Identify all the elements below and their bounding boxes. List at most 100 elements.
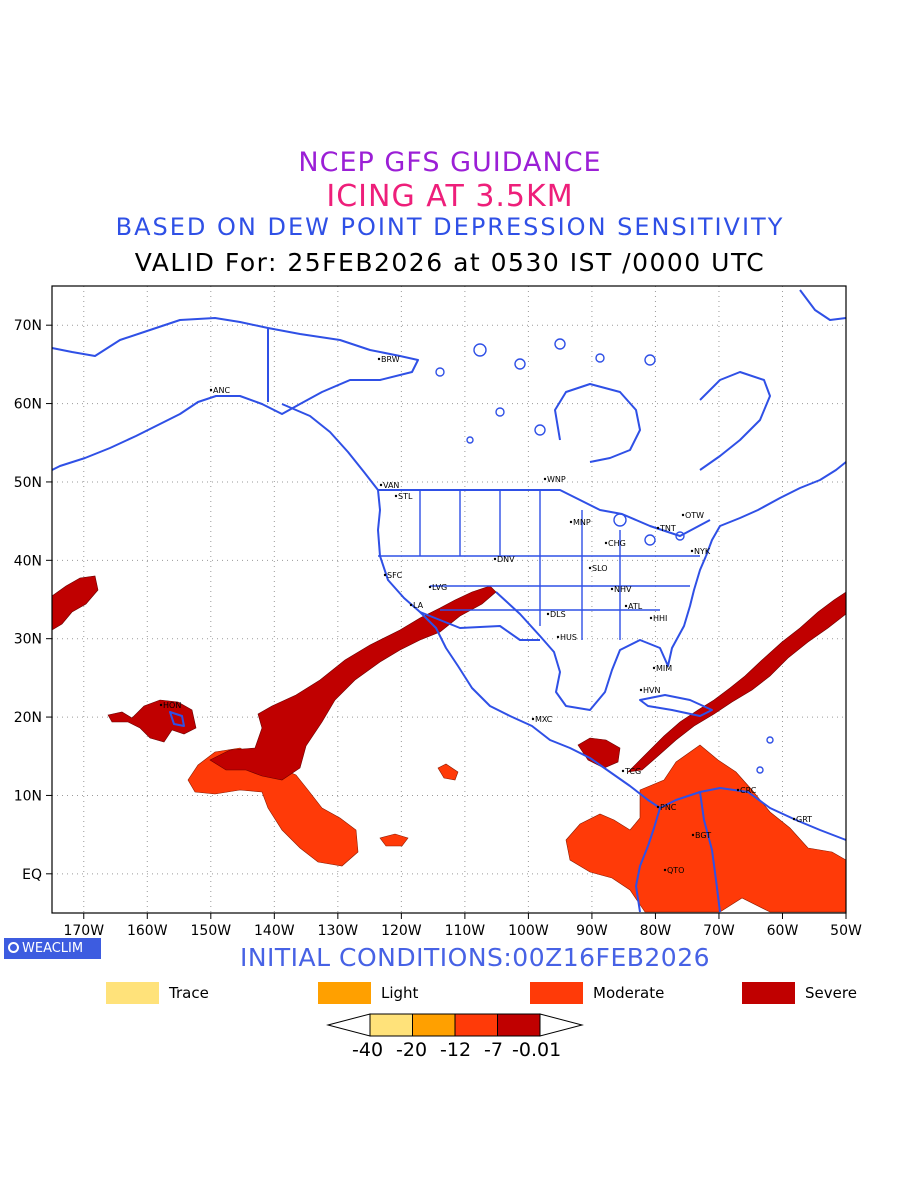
city-label: SLO bbox=[592, 564, 608, 573]
city-label: LA bbox=[413, 601, 424, 610]
x-tick-label: 80W bbox=[640, 923, 672, 939]
x-tick-label: 140W bbox=[254, 923, 295, 939]
badge-label: WEACLIM bbox=[22, 941, 84, 956]
city-marker bbox=[531, 717, 535, 721]
city-marker bbox=[656, 526, 660, 530]
us-pacific-coast bbox=[377, 489, 661, 809]
south-america-coast bbox=[659, 787, 847, 841]
lakes-and-islands bbox=[435, 338, 774, 774]
city-label: HUS bbox=[560, 633, 577, 642]
city-label: TCG bbox=[624, 767, 641, 776]
city-label: CHG bbox=[608, 539, 626, 548]
us-canada-border bbox=[378, 489, 711, 537]
x-tick-label: 130W bbox=[318, 923, 359, 939]
colorbar-box bbox=[497, 1013, 541, 1037]
city-label: DLS bbox=[550, 610, 566, 619]
city-marker bbox=[543, 477, 547, 481]
colorbar-label: -20 bbox=[396, 1039, 428, 1061]
city-label: PNC bbox=[660, 803, 677, 812]
us-east-coast bbox=[705, 461, 847, 557]
city-marker bbox=[624, 604, 628, 608]
icing-layer bbox=[51, 575, 847, 913]
x-axis-ticks: 170W 160W 150W 140W 130W 120W 110W 100W 90W 80W 70… bbox=[63, 913, 862, 939]
labrador-coast bbox=[699, 371, 771, 471]
south-america-west-coast bbox=[635, 807, 661, 913]
city-marker bbox=[652, 666, 656, 670]
legend-label: Severe bbox=[805, 984, 857, 1002]
x-tick-label: 120W bbox=[381, 923, 422, 939]
city-marker bbox=[736, 788, 740, 792]
hudson-bay bbox=[554, 383, 641, 463]
city-label: OTW bbox=[685, 511, 704, 520]
logo-ring-icon bbox=[8, 942, 19, 953]
x-tick-label: 150W bbox=[191, 923, 232, 939]
moderate-area-small-pacific bbox=[379, 833, 409, 847]
y-tick-label: 70N bbox=[14, 318, 42, 334]
severe-area-central-america bbox=[577, 737, 621, 769]
colorbar-box bbox=[454, 1013, 498, 1037]
plot-frame bbox=[51, 285, 847, 914]
colorbar-left-arrow bbox=[326, 1013, 371, 1037]
city-label: MNP bbox=[573, 518, 591, 527]
city-label: WNP bbox=[547, 475, 566, 484]
city-marker bbox=[691, 833, 695, 837]
city-label: CRC bbox=[740, 786, 757, 795]
initial-conditions: INITIAL CONDITIONS:00Z16FEB2026 bbox=[239, 943, 711, 972]
severe-icing-areas bbox=[51, 575, 847, 781]
colorbar-label: -0.01 bbox=[512, 1039, 562, 1061]
city-labels: BRW ANC VAN STL WNP OTW MNP TNT CHG NYK DNV SFC SLO L… bbox=[159, 355, 812, 875]
city-marker bbox=[604, 541, 608, 545]
severe-area-caribbean-jet bbox=[627, 591, 847, 773]
city-marker bbox=[409, 603, 413, 607]
alaska-coastline bbox=[51, 317, 419, 471]
city-marker bbox=[588, 566, 592, 570]
city-marker bbox=[493, 557, 497, 561]
city-marker bbox=[379, 483, 383, 487]
colorbar-label: -12 bbox=[440, 1039, 472, 1061]
y-tick-label: 10N bbox=[14, 788, 42, 804]
us-state-lines bbox=[378, 490, 700, 640]
city-label: HON bbox=[163, 701, 181, 710]
legend-label: Trace bbox=[169, 984, 209, 1002]
x-tick-label: 60W bbox=[767, 923, 799, 939]
city-marker bbox=[428, 585, 432, 589]
severe-area-northwest-pacific bbox=[51, 575, 99, 631]
canada-pacific-coast bbox=[281, 403, 379, 491]
city-label: ANC bbox=[213, 386, 230, 395]
greenland-coast bbox=[799, 289, 847, 321]
city-marker bbox=[656, 805, 660, 809]
weaclim-badge[interactable]: WEACLIM bbox=[4, 938, 101, 959]
colorbar-box bbox=[412, 1013, 456, 1037]
legend-swatch bbox=[318, 982, 371, 1004]
city-label: MIM bbox=[656, 664, 672, 673]
city-label: GRT bbox=[796, 815, 812, 824]
city-marker bbox=[649, 616, 653, 620]
colorbar bbox=[326, 1013, 584, 1037]
city-marker bbox=[556, 635, 560, 639]
x-tick-label: 110W bbox=[445, 923, 486, 939]
city-marker bbox=[639, 688, 643, 692]
city-marker bbox=[159, 703, 163, 707]
legend-swatch bbox=[530, 982, 583, 1004]
y-tick-label: 50N bbox=[14, 475, 42, 491]
hawaii-island bbox=[169, 711, 185, 727]
gulf-coast bbox=[495, 555, 707, 711]
x-tick-label: 70W bbox=[703, 923, 735, 939]
colorbar-label: -40 bbox=[352, 1039, 384, 1061]
y-tick-label: EQ bbox=[22, 867, 42, 883]
title-line-2: ICING AT 3.5KM bbox=[326, 179, 574, 214]
severe-area-hawaii bbox=[107, 699, 197, 743]
valid-time: VALID For: 25FEB2026 at 0530 IST /0000 U… bbox=[134, 248, 766, 277]
y-tick-label: 30N bbox=[14, 632, 42, 648]
city-marker bbox=[690, 549, 694, 553]
colorbar-label: -7 bbox=[484, 1039, 503, 1061]
city-label: LVG bbox=[432, 583, 447, 592]
city-marker bbox=[681, 513, 685, 517]
x-tick-label: 170W bbox=[63, 923, 104, 939]
y-tick-label: 60N bbox=[14, 397, 42, 413]
x-tick-label: 100W bbox=[508, 923, 549, 939]
city-marker bbox=[663, 868, 667, 872]
city-label: MXC bbox=[535, 715, 553, 724]
city-label: VAN bbox=[383, 481, 399, 490]
